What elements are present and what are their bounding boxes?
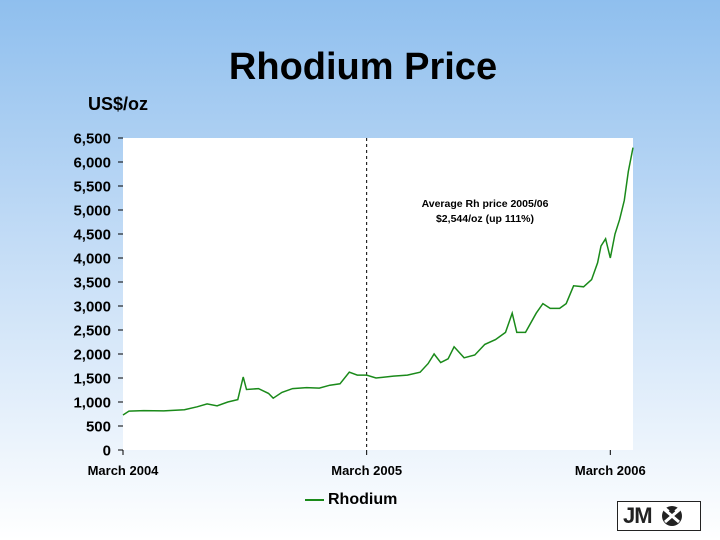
x-tick-label: March 2004 [88,463,160,478]
y-tick-label: 6,500 [73,131,111,148]
y-axis-unit-label: US$/oz [88,94,149,114]
rhodium-series-line [122,147,634,416]
x-tick-label: March 2006 [575,463,646,478]
logo-text: JM [623,503,653,528]
legend-label-rhodium: Rhodium [328,491,398,508]
y-tick-label: 4,500 [73,227,111,244]
plot-area [123,138,633,450]
y-tick-label: 500 [86,419,111,436]
hammer-pick-icon [661,506,682,526]
x-tick-label: March 2005 [331,463,402,478]
y-tick-label: 4,000 [73,251,111,268]
y-tick-label: 3,500 [73,275,111,292]
y-tick-label: 3,000 [73,299,111,316]
y-tick-label: 2,500 [73,323,111,340]
y-axis-ticks: 0 500 1,000 1,500 2,000 2,500 3,000 3,500 4,000 4… [73,131,123,460]
y-tick-label: 5,000 [73,203,111,220]
slide-title: Rhodium Price [228,46,498,88]
y-tick-label: 5,500 [73,179,111,196]
legend: Rhodium [305,491,397,509]
x-axis-ticks: March 2004 March 2005 March 2006 [88,450,646,478]
annotation-line-2: $2,544/oz (up 111%) [436,213,534,225]
annotation-line-1: Average Rh price 2005/06 [422,198,549,210]
y-tick-label: 1,000 [73,395,111,412]
y-tick-label: 2,000 [73,347,111,364]
y-tick-label: 0 [103,443,111,460]
jm-logo: JM [617,501,701,531]
y-tick-label: 1,500 [73,371,111,388]
y-tick-label: 6,000 [73,155,111,172]
legend-swatch-rhodium [305,499,324,501]
